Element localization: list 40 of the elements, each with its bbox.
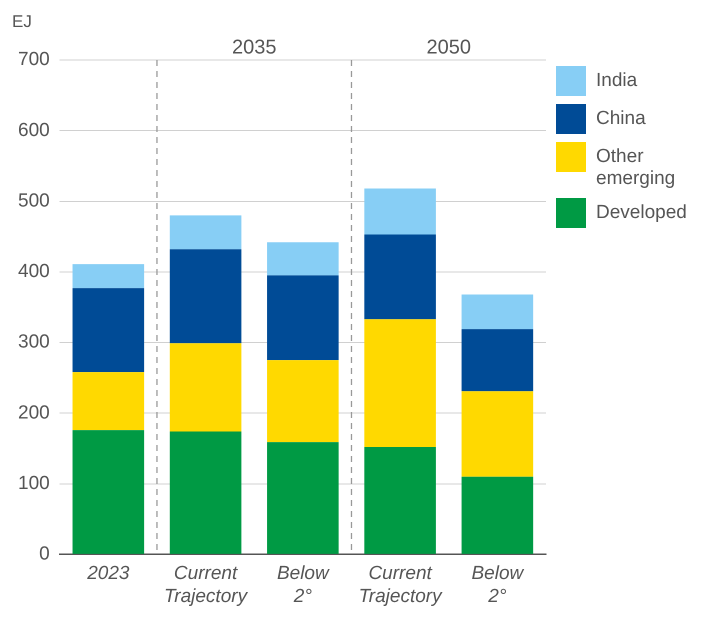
bar <box>364 319 436 448</box>
bar <box>72 264 144 288</box>
legend-label: Other emerging <box>596 145 676 190</box>
legend-label: India <box>596 69 638 92</box>
y-tick-label: 400 <box>18 261 50 282</box>
bar <box>364 447 436 554</box>
y-tick-label: 200 <box>18 402 50 424</box>
y-tick-label: 300 <box>18 332 50 353</box>
bar <box>364 234 436 320</box>
bar <box>364 188 436 234</box>
legend-label: China <box>596 107 647 130</box>
bar <box>170 432 242 554</box>
x-tick-label: 2023 <box>86 563 130 584</box>
bar <box>72 372 144 430</box>
x-tick-label: Below 2° <box>471 563 525 607</box>
bar <box>170 249 242 344</box>
bar <box>267 360 339 442</box>
bar <box>267 242 339 276</box>
x-tick-label: Current Trajectory <box>164 563 249 607</box>
y-tick-label: 100 <box>18 473 50 494</box>
y-tick-label: 700 <box>18 49 50 70</box>
bar <box>72 288 144 372</box>
bar <box>462 391 534 477</box>
bar <box>462 294 534 330</box>
text: 2035 <box>232 36 276 59</box>
bar <box>170 215 242 250</box>
bar <box>267 275 339 360</box>
y-tick-label: 600 <box>18 120 50 141</box>
bar <box>170 343 242 432</box>
x-tick-label: Current Trajectory <box>358 563 444 607</box>
y-tick-label: 500 <box>18 190 50 212</box>
y-tick-label: 0 <box>39 544 50 565</box>
y-axis-title: EJ <box>12 12 32 32</box>
bar <box>462 476 534 554</box>
bar <box>267 442 339 554</box>
legend-label: Developed <box>596 201 688 224</box>
text: 2050 <box>426 36 471 59</box>
x-tick-label: Below 2° <box>276 563 330 607</box>
bar <box>462 329 534 392</box>
bar <box>72 430 144 554</box>
